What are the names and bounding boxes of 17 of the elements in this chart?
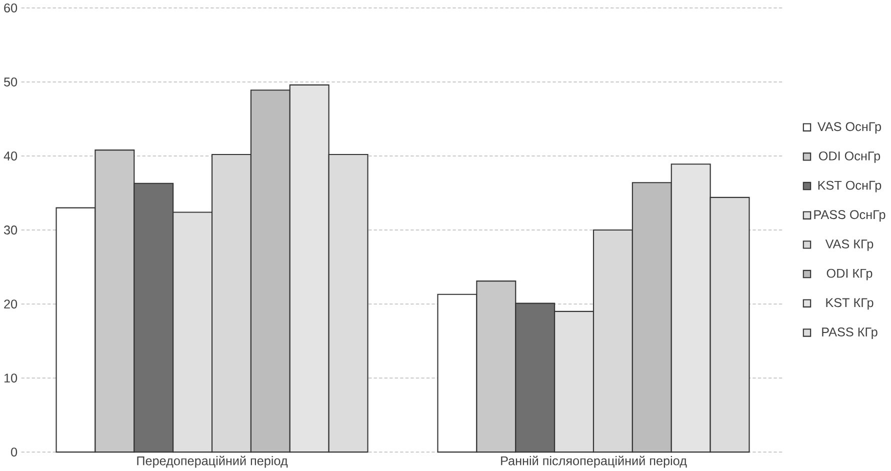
y-tick-label: 40 (4, 151, 18, 160)
x-tick-label: Передопераційний період (137, 456, 288, 468)
y-tick-label: 50 (4, 77, 18, 86)
y-tick-label: 0 (11, 447, 18, 456)
legend-label: KST ОснГр (818, 180, 882, 192)
legend-label: VAS КГр (825, 239, 874, 251)
y-tick-label: 10 (4, 373, 18, 382)
y-tick-label: 60 (4, 3, 18, 12)
y-tick-label: 20 (4, 299, 18, 308)
legend-label: PASS ОснГр (814, 210, 886, 222)
x-tick-label: Ранній післяопераційний період (501, 456, 687, 468)
legend-label: ODI ОснГр (818, 151, 880, 163)
y-tick-label: 30 (4, 225, 18, 234)
legend-label: KST КГр (826, 298, 874, 310)
legend-label: VAS ОснГр (817, 122, 882, 134)
legend-label: ODI КГр (826, 268, 872, 280)
legend-label: PASS КГр (822, 327, 878, 339)
